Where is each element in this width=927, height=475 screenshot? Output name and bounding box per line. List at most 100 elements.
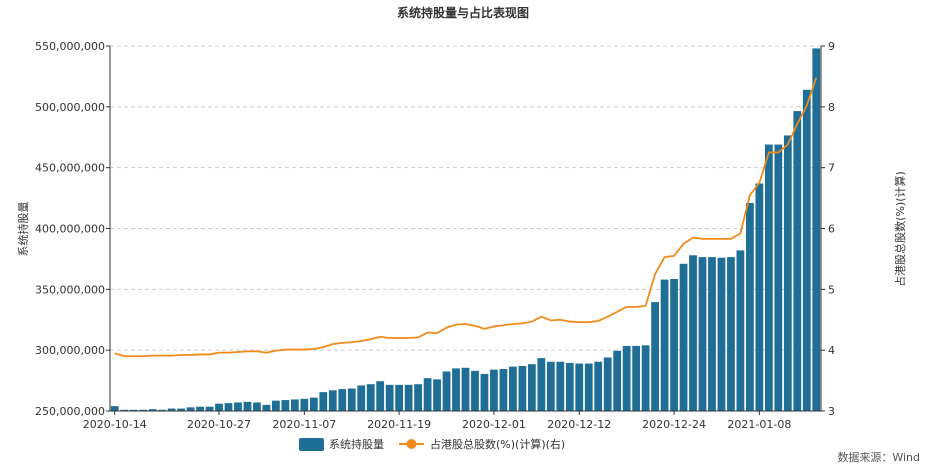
bar	[272, 400, 280, 411]
bar	[262, 404, 271, 411]
left-tick-label: 350,000,000	[35, 283, 105, 296]
bar	[129, 409, 138, 411]
bar	[783, 135, 792, 412]
bar	[442, 371, 451, 411]
bar	[224, 403, 233, 411]
bar	[793, 111, 802, 411]
bar	[243, 401, 252, 411]
legend-bar-swatch	[299, 438, 324, 451]
bar-series	[110, 48, 821, 412]
bar	[622, 345, 631, 411]
bar	[499, 369, 508, 411]
bar	[404, 384, 413, 411]
bar	[575, 363, 584, 411]
line-series	[114, 77, 818, 358]
bar	[537, 358, 546, 411]
bar	[698, 257, 707, 411]
bar	[717, 257, 726, 411]
bar	[755, 183, 764, 411]
bar	[395, 384, 404, 411]
bar	[196, 406, 204, 411]
bar	[603, 357, 612, 411]
bar	[802, 89, 811, 412]
bar	[234, 402, 242, 411]
bar	[290, 399, 299, 411]
x-tick-label: 2020-12-01	[462, 418, 526, 431]
left-tick-label: 550,000,000	[35, 40, 105, 53]
right-tick-label: 3	[828, 405, 835, 418]
bar	[423, 378, 432, 411]
x-tick-label: 2020-10-14	[83, 418, 147, 431]
bar	[613, 350, 622, 411]
bar	[471, 370, 479, 411]
ratio-line	[114, 77, 818, 358]
bar	[158, 409, 167, 411]
x-tick-label: 2020-12-12	[547, 418, 611, 431]
x-tick-label: 2020-11-19	[367, 418, 431, 431]
right-tick-label: 9	[828, 40, 835, 53]
bar	[357, 385, 366, 411]
bar	[546, 361, 555, 411]
bar	[774, 144, 783, 412]
bar	[376, 381, 385, 411]
bar	[366, 384, 375, 411]
right-tick-labels: 3 4 5 6 7 8 9	[821, 40, 835, 418]
bar	[689, 255, 697, 411]
left-tick-label: 450,000,000	[35, 162, 105, 175]
legend-line-label: 占港股总股数(%)(计算)(右)	[430, 437, 565, 451]
bar	[215, 403, 223, 411]
bar	[328, 390, 337, 411]
bar	[177, 408, 185, 411]
bar	[708, 257, 716, 411]
bar	[480, 373, 489, 411]
bar	[565, 362, 574, 411]
bar	[148, 409, 157, 411]
bar	[670, 278, 678, 411]
right-tick-label: 4	[828, 344, 835, 357]
bar	[556, 361, 565, 411]
right-tick-label: 7	[828, 162, 835, 175]
legend: 系统持股量 占港股总股数(%)(计算)(右)	[299, 437, 565, 451]
bar	[167, 408, 176, 411]
bar	[812, 48, 821, 411]
x-tick-label: 2020-12-24	[642, 418, 706, 431]
bar	[110, 406, 119, 411]
bar	[746, 202, 754, 411]
bar	[205, 406, 214, 411]
bar	[253, 402, 261, 411]
right-tick-label: 6	[828, 223, 835, 236]
bar	[764, 144, 773, 412]
data-source-note: 数据来源：Wind	[837, 450, 920, 464]
left-tick-labels: 250,000,000 300,000,000 350,000,000 400,000…	[35, 40, 110, 418]
bar	[139, 409, 148, 411]
x-tick-label: 2021-01-08	[727, 418, 791, 431]
left-tick-label: 400,000,000	[35, 223, 105, 236]
x-tick-labels: 2020-10-14 2020-10-27 2020-11-07 2020-11-19…	[83, 411, 791, 431]
chart-title: 系统持股量与占比表现图	[397, 5, 529, 20]
bar	[509, 366, 517, 411]
left-tick-label: 500,000,000	[35, 101, 105, 114]
bar	[679, 263, 688, 411]
x-tick-label: 2020-11-07	[272, 418, 336, 431]
bar	[632, 345, 641, 411]
bar	[281, 400, 290, 411]
bar	[651, 302, 659, 411]
bar	[319, 392, 328, 411]
bar	[309, 397, 318, 411]
bar	[338, 389, 347, 411]
bar	[594, 361, 603, 411]
bar	[452, 368, 460, 411]
bar	[385, 384, 394, 411]
bar	[433, 379, 441, 411]
legend-bar-label: 系统持股量	[329, 437, 384, 451]
bar	[518, 365, 527, 411]
left-axis-label: 系统持股量	[16, 202, 30, 257]
bar	[660, 279, 669, 411]
right-tick-label: 8	[828, 101, 835, 114]
right-axis-label: 占港股总股数(%)(计算)	[893, 171, 907, 287]
right-tick-label: 5	[828, 283, 835, 296]
bar	[584, 363, 593, 411]
bar	[300, 398, 309, 411]
bar	[120, 409, 129, 411]
